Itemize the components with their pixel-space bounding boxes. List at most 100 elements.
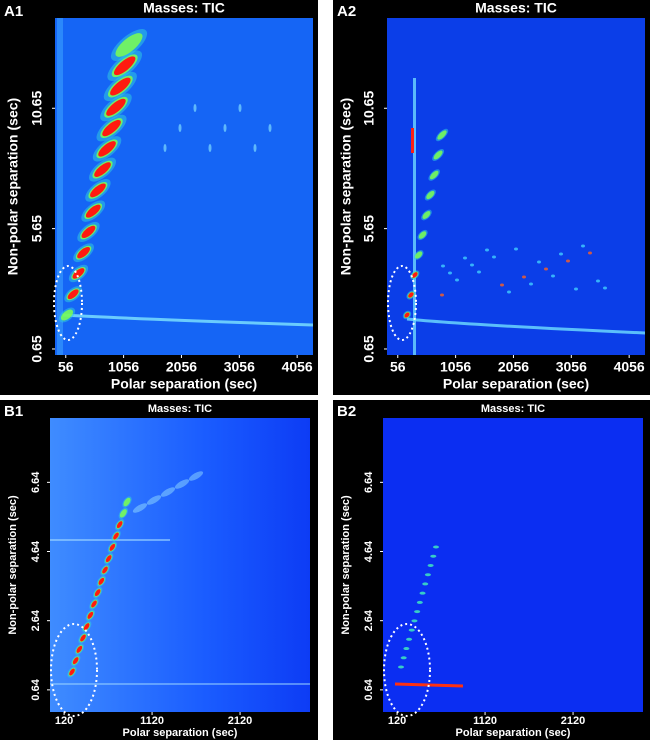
peak-core	[69, 668, 75, 676]
y-axis-label: Non-polar separation (sec)	[340, 495, 352, 635]
y-tick-label: 0.65	[361, 335, 377, 362]
peak-mid	[119, 509, 127, 518]
faint-peak	[551, 274, 555, 278]
panel: A1 Masses: TIC 56 1056 2056 3056 4056 0.65 5.65 1…	[0, 0, 318, 395]
faint-peak	[132, 503, 148, 513]
peak-core	[404, 312, 410, 318]
faint-peak	[596, 279, 600, 283]
peak-core	[72, 657, 79, 665]
chromatogram	[50, 471, 310, 685]
faint-peak	[500, 283, 504, 287]
peak-core	[411, 272, 418, 278]
faint-peak	[208, 144, 212, 152]
faint-peak	[544, 267, 548, 271]
y-axis-label: Non-polar separation (sec)	[7, 495, 19, 635]
panel-label: A1	[4, 3, 23, 20]
panel-label: B1	[4, 403, 23, 420]
column-bleed	[57, 18, 63, 355]
peak-core	[77, 246, 90, 259]
y-tick-label: 2.64	[30, 609, 42, 631]
x-axis-label: Polar separation (sec)	[111, 376, 257, 392]
panel: B1 Masses: TIC 120 1120 2120 0.64 2.64 4.64 6.64…	[0, 400, 318, 740]
faint-peak	[408, 628, 415, 632]
panel: B2 Masses: TIC 120 1120 2120 0.64 2.64 4.64 6.64…	[333, 400, 650, 740]
panel-title: Masses: TIC	[143, 0, 225, 16]
peak-core	[102, 119, 121, 137]
peak-mid	[433, 150, 443, 160]
x-tick-label: 4056	[282, 359, 313, 375]
peak-core	[113, 56, 136, 76]
peak-core	[110, 77, 131, 96]
chromatogram	[402, 78, 645, 355]
faint-peak	[178, 124, 182, 132]
faint-peak	[477, 270, 481, 274]
x-tick-label: 120	[55, 715, 73, 727]
faint-peak	[522, 275, 526, 279]
plot-area	[50, 418, 310, 712]
x-tick-label: 1056	[108, 359, 139, 375]
y-tick-label: 0.65	[29, 335, 45, 362]
y-tick-label: 5.65	[29, 215, 45, 242]
highlight-circle	[53, 265, 83, 341]
faint-peak	[529, 282, 533, 286]
faint-peak	[174, 479, 190, 489]
faint-peak	[441, 264, 445, 268]
plot-area	[383, 418, 643, 712]
panel-title: Masses: TIC	[148, 403, 212, 415]
peak-core	[85, 204, 101, 218]
faint-peak	[422, 582, 429, 586]
faint-peak	[268, 124, 272, 132]
panel-label: A2	[337, 3, 356, 20]
faint-peak	[411, 619, 418, 623]
y-tick-label: 10.65	[29, 91, 45, 126]
faint-peak	[470, 263, 474, 267]
y-axis-label: Non-polar separation (sec)	[5, 98, 21, 275]
baseline-streak	[62, 313, 313, 327]
faint-peak	[485, 248, 489, 252]
x-tick-label: 1056	[440, 359, 471, 375]
faint-peak	[430, 554, 437, 558]
highlight-circle	[387, 265, 417, 341]
peak-core	[106, 98, 126, 116]
faint-peak	[253, 144, 257, 152]
x-tick-label: 3056	[224, 359, 255, 375]
y-tick-label: 4.64	[30, 540, 42, 562]
faint-peak	[398, 665, 404, 669]
x-tick-label: 56	[58, 359, 74, 375]
peak-core	[76, 645, 83, 653]
faint-peak	[416, 600, 423, 604]
faint-peak	[455, 278, 459, 282]
faint-peak	[492, 255, 496, 259]
faint-peak	[588, 251, 592, 255]
peak-mid	[415, 251, 423, 259]
y-tick-label: 6.64	[363, 471, 375, 493]
panel-title: Masses: TIC	[475, 0, 557, 16]
x-tick-label: 1120	[473, 715, 497, 727]
peak-core	[80, 634, 86, 642]
y-tick-label: 5.65	[361, 215, 377, 242]
x-tick-label: 2056	[166, 359, 197, 375]
faint-peak	[238, 104, 242, 112]
peak-core	[109, 543, 116, 551]
peak-core	[105, 555, 112, 563]
y-tick-label: 2.64	[363, 609, 375, 631]
panel: A2 Masses: TIC 56 1056 2056 3056 4056 0.65 5.65 1…	[333, 0, 650, 395]
faint-peak	[188, 471, 204, 481]
panel-label: B2	[337, 403, 356, 420]
x-tick-label: 4056	[614, 359, 645, 375]
peak-mid	[426, 190, 435, 200]
x-tick-label: 56	[390, 359, 406, 375]
faint-peak	[419, 591, 426, 595]
x-tick-label: 1120	[140, 715, 164, 727]
peak-core	[113, 532, 119, 540]
faint-peak	[514, 247, 518, 251]
peak-core	[98, 141, 116, 157]
peak-core	[83, 623, 90, 631]
peak-core	[94, 589, 101, 597]
faint-peak	[537, 260, 541, 264]
peak-core	[98, 577, 105, 585]
highlight-circle	[383, 623, 431, 717]
peak-mid	[422, 211, 431, 219]
plot-area	[387, 18, 645, 355]
